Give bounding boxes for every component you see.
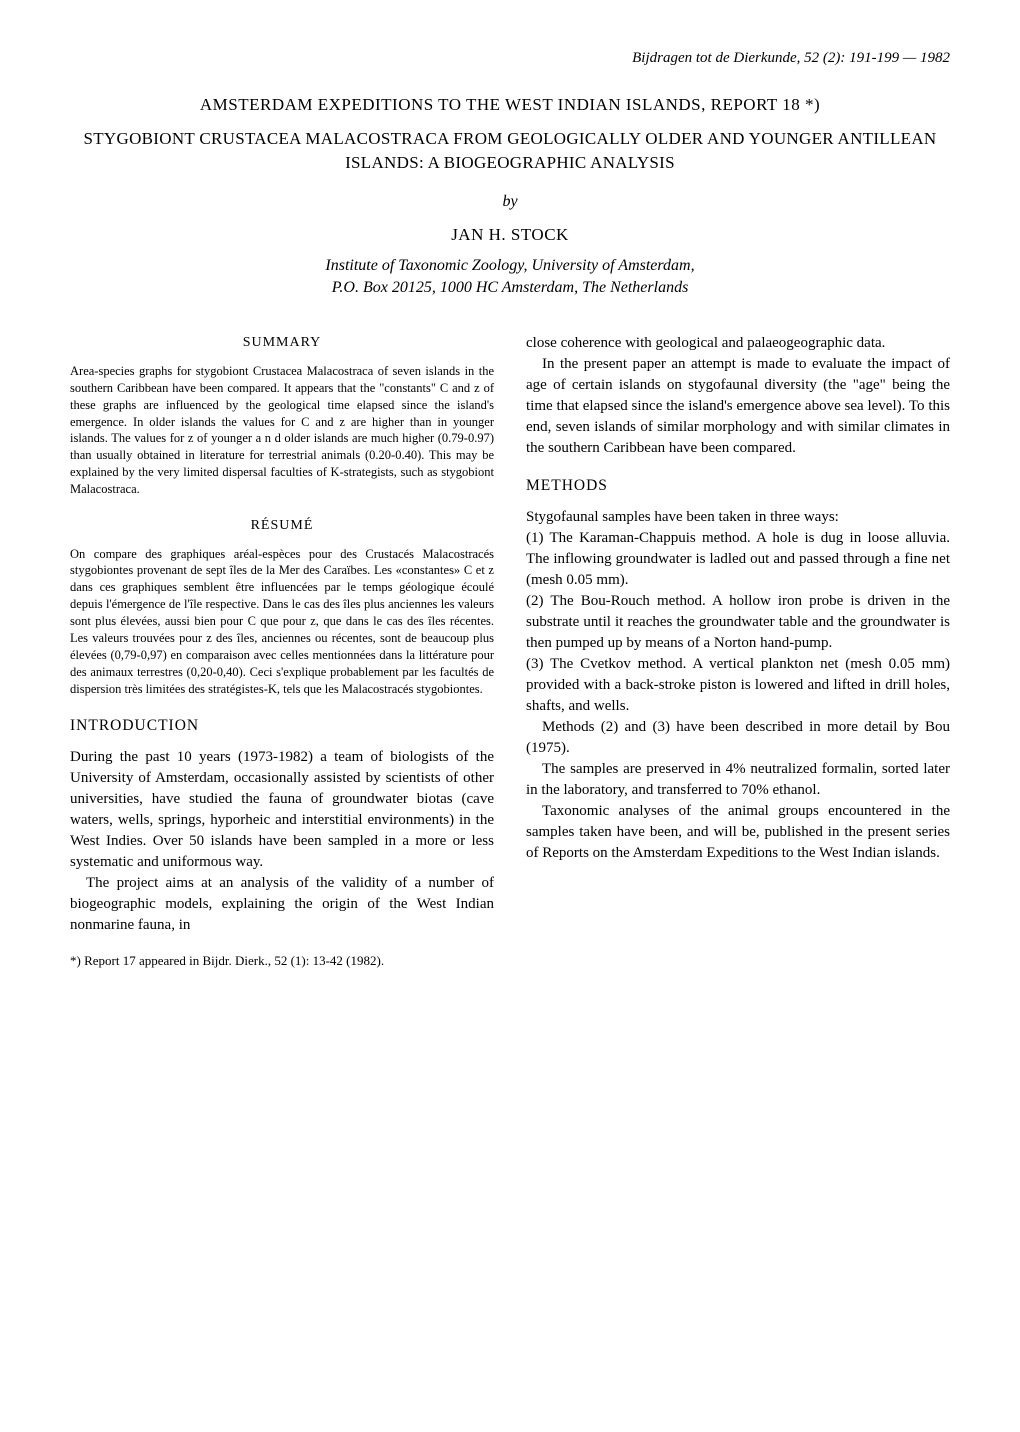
col2-paragraph-2: In the present paper an attempt is made … [526,354,950,459]
methods-paragraph-7: Taxonomic analyses of the animal groups … [526,801,950,864]
affiliation-line1: Institute of Taxonomic Zoology, Universi… [325,257,694,274]
two-column-layout: SUMMARY Area-species graphs for stygobio… [70,333,950,969]
methods-paragraph-6: The samples are preserved in 4% neutrali… [526,759,950,801]
summary-heading: SUMMARY [70,333,494,353]
affiliation: Institute of Taxonomic Zoology, Universi… [70,255,950,300]
by-label: by [70,193,950,211]
left-column: SUMMARY Area-species graphs for stygobio… [70,333,494,969]
methods-paragraph-2: (1) The Karaman-Chappuis method. A hole … [526,528,950,591]
resume-heading: RÉSUMÉ [70,516,494,536]
methods-paragraph-4: (3) The Cvetkov method. A vertical plank… [526,654,950,717]
introduction-heading: INTRODUCTION [70,715,494,737]
affiliation-line2: P.O. Box 20125, 1000 HC Amsterdam, The N… [332,279,689,296]
report-title-line1: AMSTERDAM EXPEDITIONS TO THE WEST INDIAN… [70,95,950,115]
col2-paragraph-1: close coherence with geological and pala… [526,333,950,354]
intro-paragraph-2: The project aims at an analysis of the v… [70,873,494,936]
report-title-line2: STYGOBIONT CRUSTACEA MALACOSTRACA FROM G… [70,127,950,175]
footnote: *) Report 17 appeared in Bijdr. Dierk., … [70,952,494,970]
resume-text: On compare des graphiques aréal-espèces … [70,546,494,698]
right-column: close coherence with geological and pala… [526,333,950,969]
summary-text: Area-species graphs for stygobiont Crust… [70,363,494,498]
methods-paragraph-3: (2) The Bou-Rouch method. A hollow iron … [526,591,950,654]
methods-heading: METHODS [526,475,950,497]
intro-paragraph-1: During the past 10 years (1973-1982) a t… [70,747,494,873]
journal-header: Bijdragen tot de Dierkunde, 52 (2): 191-… [70,50,950,67]
methods-paragraph-1: Stygofaunal samples have been taken in t… [526,507,950,528]
author-name: JAN H. STOCK [70,225,950,245]
methods-paragraph-5: Methods (2) and (3) have been described … [526,717,950,759]
